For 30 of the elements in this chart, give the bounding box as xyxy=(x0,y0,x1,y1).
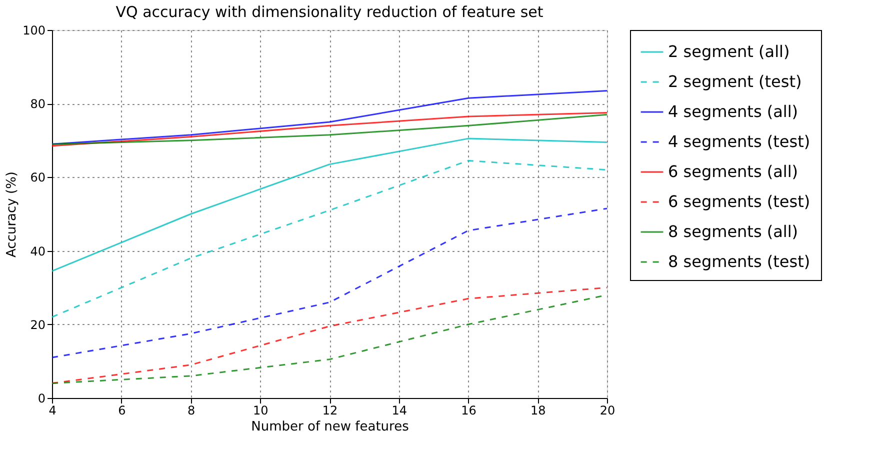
line-series xyxy=(51,160,608,318)
x-tick-label: 12 xyxy=(322,404,338,418)
y-tick-label: 0 xyxy=(38,392,46,406)
x-axis-title: Number of new features xyxy=(251,420,410,434)
y-tick-label: 40 xyxy=(30,244,46,258)
legend-label: 6 segments (all) xyxy=(668,162,798,181)
x-tick-label: 14 xyxy=(392,404,408,418)
x-tick-label: 8 xyxy=(187,404,196,418)
y-tick-label: 20 xyxy=(30,318,46,332)
y-tick-label: 60 xyxy=(30,170,46,185)
y-tick-label: 80 xyxy=(30,97,46,112)
line-series xyxy=(51,208,608,358)
line-series xyxy=(51,138,608,272)
legend-label: 4 segments (all) xyxy=(668,102,798,121)
x-tick-label: 18 xyxy=(530,404,546,418)
legend-label: 6 segments (test) xyxy=(668,192,810,211)
x-tick-label: 4 xyxy=(48,404,56,418)
line-series xyxy=(51,90,608,145)
y-axis-title: Accuracy (%) xyxy=(4,172,20,258)
legend-label: 8 segments (test) xyxy=(668,252,810,271)
legend-label: 2 segment (test) xyxy=(668,72,802,91)
chart-title: VQ accuracy with dimensionality reduction of feature set xyxy=(116,3,544,21)
legend-label: 4 segments (test) xyxy=(668,132,810,151)
x-tick-label: 16 xyxy=(461,404,476,418)
x-tick-label: 6 xyxy=(118,404,126,418)
x-tick-label: 20 xyxy=(600,404,616,418)
legend-label: 2 segment (all) xyxy=(668,42,790,61)
legend-label: 8 segments (all) xyxy=(668,222,798,241)
x-tick-label: 10 xyxy=(252,404,268,418)
y-tick-label: 100 xyxy=(22,24,46,38)
